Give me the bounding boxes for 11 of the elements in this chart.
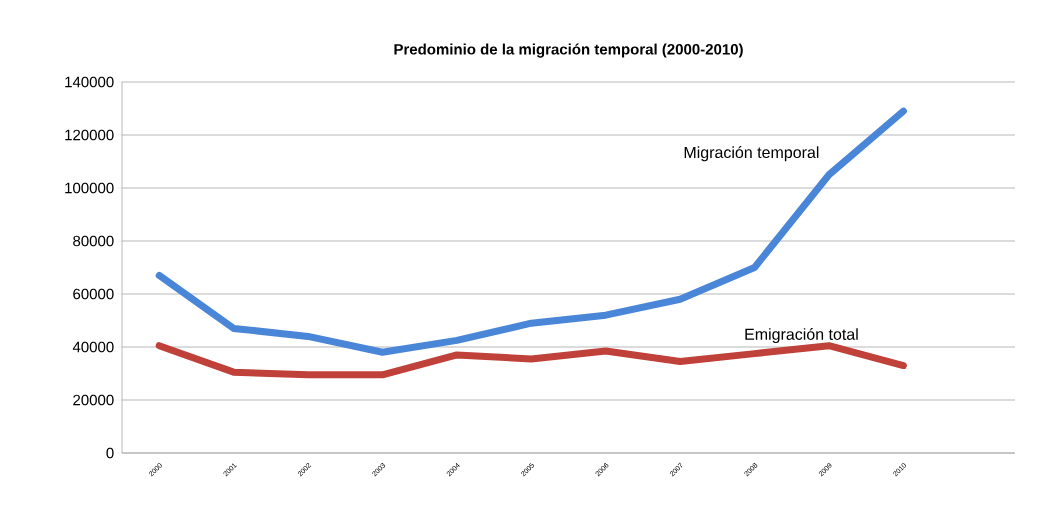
y-tick-label: 40000	[72, 341, 114, 353]
y-tick-label: 140000	[65, 76, 114, 88]
y-tick-label: 80000	[73, 235, 114, 247]
y-tick-label: 120000	[65, 129, 114, 141]
series-label: Emigración total	[745, 327, 858, 344]
y-tick-label: 0	[106, 447, 114, 459]
y-tick-label: 100000	[65, 182, 114, 194]
chart-title: Predominio de la migración temporal (2000-2010)	[394, 43, 743, 58]
y-tick-label: 60000	[73, 288, 114, 300]
y-tick-label: 20000	[73, 394, 114, 406]
series-label: Migración temporal	[684, 146, 819, 162]
